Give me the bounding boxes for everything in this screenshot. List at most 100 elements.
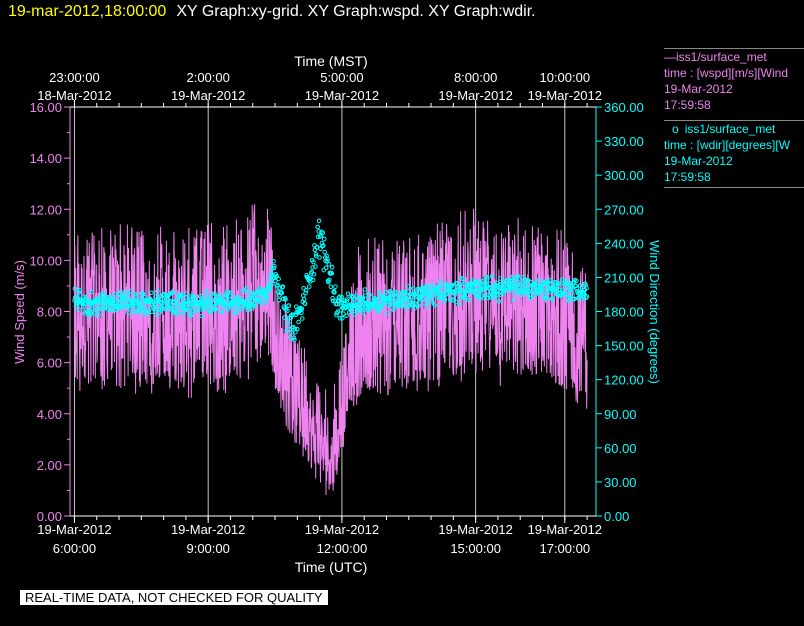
- wdir-point: [449, 283, 455, 289]
- wdir-point: [219, 308, 224, 314]
- wdir-point: [584, 286, 589, 291]
- wdir-point: [126, 310, 132, 315]
- wdir-point: [252, 303, 258, 309]
- wdir-point: [404, 295, 409, 300]
- wdir-point: [466, 298, 472, 303]
- wdir-point: [460, 276, 466, 282]
- wdir-point: [360, 296, 366, 302]
- wdir-point: [483, 279, 488, 285]
- wdir-point: [373, 297, 379, 302]
- wdir-series: [72, 218, 590, 343]
- x-tick-label-time: 17:00:00: [539, 541, 590, 556]
- wdir-point: [330, 298, 336, 304]
- title-bar: 19-mar-2012,18:00:00 XY Graph:xy-grid. XY…: [0, 0, 804, 26]
- wdir-point: [330, 295, 335, 301]
- wdir-point: [406, 284, 411, 289]
- wdir-point: [550, 296, 555, 302]
- wdir-point: [181, 305, 187, 311]
- wdir-point: [554, 288, 560, 293]
- wdir-point: [279, 290, 285, 296]
- wdir-point: [438, 279, 444, 284]
- wdir-point: [125, 305, 130, 310]
- wdir-point: [344, 298, 350, 304]
- wdir-point: [354, 306, 360, 311]
- wdir-point: [225, 289, 231, 295]
- y-right-tick-label: 150.00: [604, 339, 644, 354]
- wdir-point: [155, 288, 160, 294]
- wdir-point: [138, 304, 143, 310]
- wdir-point: [190, 308, 195, 314]
- wdir-point: [157, 310, 162, 316]
- legend-wspd-vars: time : [wspd][m/s][Wind: [664, 66, 789, 80]
- wdir-point: [337, 316, 343, 321]
- x-top-tick-label-time: 23:00:00: [49, 70, 100, 85]
- wdir-point: [362, 287, 368, 292]
- x-axis-bottom-label: Time (UTC): [295, 559, 368, 575]
- wdir-point: [430, 282, 435, 288]
- y-left-tick-label: 12.00: [29, 202, 62, 217]
- wdir-point: [524, 286, 529, 292]
- wdir-point: [548, 278, 553, 283]
- wdir-point: [412, 306, 418, 311]
- wdir-point: [310, 265, 315, 270]
- wdir-point: [425, 304, 431, 310]
- wdir-point: [323, 265, 329, 271]
- wdir-point: [485, 275, 490, 281]
- wdir-point: [285, 308, 290, 314]
- wdir-point: [579, 296, 585, 302]
- wdir-point: [228, 290, 234, 296]
- wdir-point: [509, 275, 515, 280]
- x-top-tick-label-time: 5:00:00: [320, 70, 363, 85]
- wdir-point: [456, 301, 462, 307]
- x-tick-label-time: 9:00:00: [186, 541, 229, 556]
- x-tick-label-date: 19-Mar-2012: [37, 522, 111, 537]
- wdir-point: [324, 258, 330, 264]
- wdir-point: [416, 303, 421, 309]
- wdir-point: [422, 300, 427, 306]
- wdir-point: [358, 307, 364, 313]
- wdir-point: [194, 307, 199, 313]
- y-left-tick-label: 10.00: [29, 253, 62, 268]
- wdir-point: [272, 263, 277, 269]
- x-top-tick-label-date: 19-Mar-2012: [171, 88, 245, 103]
- wdir-point: [243, 304, 248, 309]
- wdir-point: [257, 286, 263, 291]
- wdir-point: [442, 296, 448, 302]
- y-right-tick-label: 180.00: [604, 305, 644, 320]
- wdir-point: [315, 224, 321, 230]
- y-axis-left-label: Wind Speed (m/s): [12, 260, 27, 364]
- wdir-point: [212, 291, 217, 297]
- wdir-point: [203, 289, 209, 294]
- wdir-point: [97, 307, 102, 312]
- legend-wdir-vars: time : [wdir][degrees][W: [664, 138, 791, 152]
- wdir-point: [186, 299, 191, 304]
- wdir-point: [316, 218, 322, 224]
- wdir-point: [303, 287, 309, 293]
- wdir-point: [537, 291, 542, 297]
- y-left-tick-label: 0.00: [37, 509, 62, 524]
- quality-warning-note: REAL-TIME DATA, NOT CHECKED FOR QUALITY: [20, 590, 328, 605]
- wdir-point: [72, 286, 78, 292]
- wdir-point: [233, 309, 239, 315]
- wdir-point: [116, 300, 122, 305]
- wdir-point: [536, 277, 542, 283]
- y-right-tick-label: 210.00: [604, 270, 644, 285]
- wdir-point: [332, 290, 337, 295]
- wdir-point: [429, 298, 435, 303]
- wdir-point: [432, 303, 438, 308]
- wdir-point: [321, 267, 327, 273]
- wdir-point: [276, 276, 281, 282]
- wdir-point: [326, 262, 332, 267]
- wdir-point: [119, 304, 125, 310]
- wdir-point: [270, 281, 275, 287]
- wdir-point: [574, 286, 580, 291]
- wdir-point: [337, 294, 342, 300]
- legend-wspd-date: 19-Mar-2012: [664, 82, 733, 96]
- x-tick-label-time: 15:00:00: [450, 541, 501, 556]
- wdir-point: [276, 297, 282, 303]
- wdir-point: [313, 251, 319, 257]
- y-axis-right-label: Wind Direction (degrees): [647, 240, 662, 384]
- wdir-point: [154, 306, 160, 312]
- y-left-tick-label: 4.00: [37, 407, 62, 422]
- wdir-point: [205, 306, 210, 312]
